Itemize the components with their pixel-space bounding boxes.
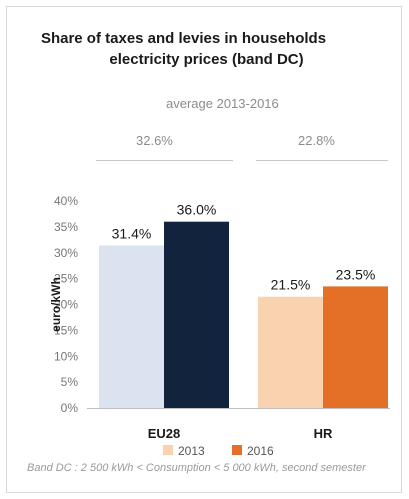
- bar-eu28-2016: [164, 221, 229, 408]
- legend-label-2013: 2013: [178, 444, 205, 458]
- x-category-label: HR: [314, 426, 333, 441]
- average-value-hr: 22.8%: [298, 133, 335, 148]
- bar-eu28-2013: [99, 245, 164, 408]
- chart-title-line1: Share of taxes and levies in households: [40, 30, 327, 47]
- average-label: average 2013-2016: [166, 96, 279, 111]
- average-value-eu28: 32.6%: [136, 133, 173, 148]
- x-category-label: EU28: [148, 426, 181, 441]
- footnote: Band DC : 2 500 kWh < Consumption < 5 00…: [27, 462, 366, 474]
- bar-hr-2013: [258, 296, 323, 408]
- average-line-hr: [256, 160, 388, 161]
- y-tick-label: 25%: [54, 272, 78, 286]
- bar-hr-2016: [323, 286, 388, 408]
- average-line-eu28: [96, 160, 233, 161]
- y-tick-label: 20%: [54, 298, 78, 312]
- y-tick-label: 15%: [54, 323, 78, 337]
- y-tick-label: 5%: [61, 375, 79, 389]
- y-tick-label: 35%: [54, 220, 78, 234]
- chart-title: Share of taxes and levies in households …: [0, 28, 409, 70]
- y-tick-label: 30%: [54, 246, 78, 260]
- data-label-hr-2013: 21.5%: [271, 277, 311, 293]
- data-label-eu28-2013: 31.4%: [112, 226, 152, 242]
- y-tick-label: 10%: [54, 349, 78, 363]
- legend-swatch-2013: [163, 445, 173, 455]
- y-tick-label: 0%: [61, 401, 79, 415]
- y-axis-label: euro/kWh: [49, 277, 63, 332]
- data-label-eu28-2016: 36.0%: [177, 202, 217, 218]
- y-tick-label: 40%: [54, 194, 78, 208]
- data-label-hr-2016: 23.5%: [336, 266, 376, 282]
- chart-title-line2: electricity prices (band DC): [109, 51, 304, 68]
- legend-swatch-2016: [232, 445, 242, 455]
- legend-label-2016: 2016: [247, 444, 274, 458]
